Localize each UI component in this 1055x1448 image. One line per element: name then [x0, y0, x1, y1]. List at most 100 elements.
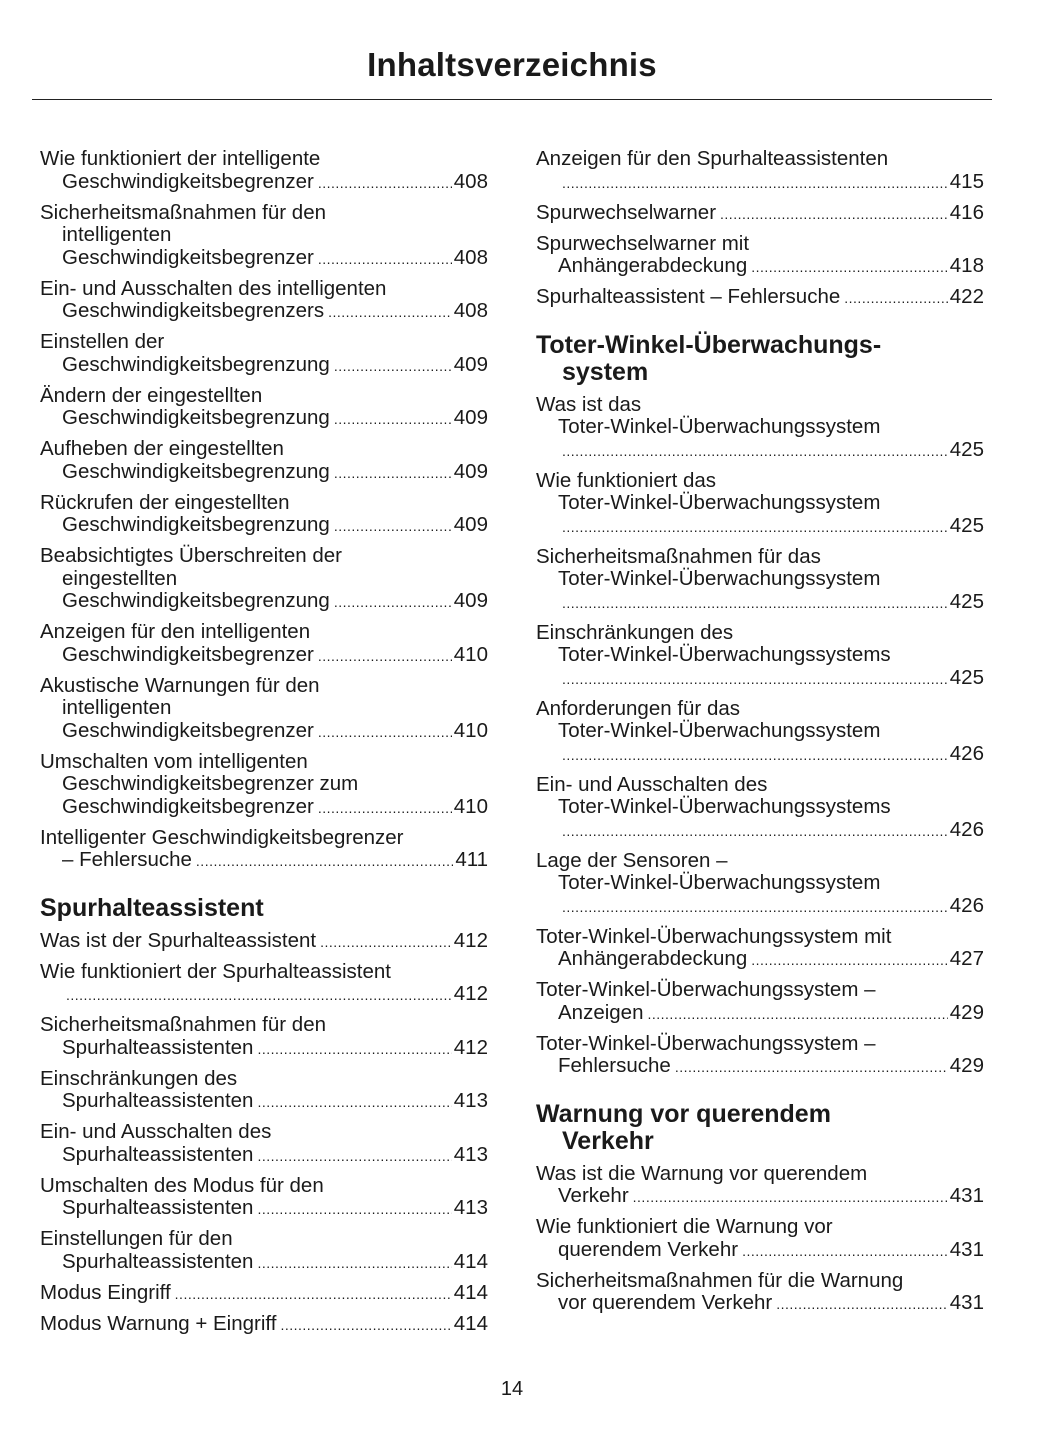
page-ref[interactable]: 425: [949, 589, 984, 613]
toc-entry[interactable]: Sicherheitsmaßnahmen für die Warnung vor …: [536, 1268, 984, 1316]
toc-entry[interactable]: Einschränkungen des Toter-Winkel-Überwach…: [536, 620, 984, 691]
toc-entry[interactable]: Akustische Warnungen für den intelligente…: [40, 674, 488, 744]
toc-entry[interactable]: Wie funktioniert die Warnung vor querende…: [536, 1215, 984, 1262]
toc-entry[interactable]: Wie funktioniert das Toter-Winkel-Überwac…: [536, 469, 984, 539]
toc-entry[interactable]: Einschränkungen des Spurhalteassistenten.…: [40, 1066, 488, 1114]
page-ref[interactable]: 410: [453, 794, 488, 818]
toc-entry[interactable]: Ein- und Ausschalten des Spurhalteassiste…: [40, 1120, 488, 1167]
dot-leader: ........................................…: [562, 746, 948, 763]
toc-entry[interactable]: Wie funktioniert der Spurhalteassistent.…: [40, 960, 488, 1007]
toc-entry[interactable]: Beabsichtigtes Überschreiten der eingeste…: [40, 544, 488, 614]
toc-entry[interactable]: Anzeigen für den intelligenten Geschwindi…: [40, 620, 488, 667]
page-ref[interactable]: 412: [453, 1035, 488, 1059]
toc-entry[interactable]: Umschalten des Modus für den Spurhalteass…: [40, 1174, 488, 1221]
toc-entry[interactable]: Einstellungen für den Spurhalteassistente…: [40, 1227, 488, 1274]
page-ref[interactable]: 425: [949, 513, 984, 537]
page-ref[interactable]: 414: [453, 1249, 488, 1273]
page-ref[interactable]: 409: [453, 406, 488, 429]
toc-entry[interactable]: Modus Warnung + Eingriff................…: [40, 1311, 488, 1337]
toc-entry[interactable]: Was ist der Spurhalteassistent..........…: [40, 928, 488, 954]
entry-line: Spurhalteassistenten....................…: [40, 1089, 488, 1114]
entry-line: Einschränkungen des: [40, 1066, 238, 1090]
toc-entry[interactable]: Umschalten vom intelligenten Geschwindigk…: [40, 750, 488, 820]
entry-line: Spurhalteassistent: [40, 893, 264, 922]
page-ref[interactable]: 416: [949, 200, 984, 224]
toc-entry[interactable]: Rückrufen der eingestellten Geschwindigke…: [40, 491, 488, 538]
toc-entry[interactable]: Wie funktioniert der intelligente Geschwi…: [40, 147, 488, 194]
page-ref[interactable]: 413: [453, 1196, 488, 1219]
page-ref[interactable]: 429: [949, 1054, 984, 1077]
entry-line: Sicherheitsmaßnahmen für die Warnung: [536, 1268, 904, 1292]
dot-leader: ........................................…: [647, 1005, 947, 1022]
entry-line: vor querendem Verkehr...................…: [536, 1291, 984, 1316]
page-ref[interactable]: 408: [453, 299, 488, 322]
entry-line: Sicherheitsmaßnahmen für den: [40, 200, 327, 224]
toc-entry[interactable]: Was ist die Warnung vor querendem Verkehr…: [536, 1162, 984, 1209]
toc-entry[interactable]: Spurwechselwarner.......................…: [536, 200, 984, 226]
dot-leader: ........................................…: [195, 853, 453, 869]
page-ref[interactable]: 425: [949, 437, 984, 461]
toc-entry[interactable]: Toter-Winkel-Überwachungssystem – Fehlers…: [536, 1032, 984, 1079]
page-ref[interactable]: 410: [453, 718, 488, 742]
toc-entry[interactable]: Aufheben der eingestellten Geschwindigkei…: [40, 437, 488, 484]
toc-entry[interactable]: Anforderungen für das Toter-Winkel-Überwa…: [536, 697, 984, 767]
page-ref[interactable]: 408: [453, 169, 488, 193]
page-ref[interactable]: 431: [949, 1291, 984, 1314]
toc-entry[interactable]: Modus Eingriff..........................…: [40, 1280, 488, 1306]
page-ref[interactable]: 418: [949, 254, 984, 277]
entry-text: Spurhalteassistenten: [62, 1196, 254, 1219]
page-ref[interactable]: 410: [453, 642, 488, 666]
toc-entry[interactable]: Toter-Winkel-Überwachungssystem mit Anhän…: [536, 925, 984, 972]
page-ref[interactable]: 412: [453, 982, 488, 1005]
page-ref[interactable]: 429: [949, 1000, 984, 1024]
page-ref[interactable]: 411: [455, 848, 488, 871]
toc-entry[interactable]: Spurhalteassistent – Fehlersuche........…: [536, 285, 984, 310]
toc-entry[interactable]: Einstellen der Geschwindigkeitsbegrenzung…: [40, 330, 488, 377]
page-ref[interactable]: 409: [453, 589, 488, 612]
page-ref[interactable]: 409: [453, 513, 488, 536]
dot-leader: ........................................…: [333, 518, 452, 534]
toc-entry[interactable]: Toter-Winkel-Überwachungssystem – Anzeige…: [536, 978, 984, 1025]
page-ref[interactable]: 413: [453, 1142, 488, 1166]
toc-entry[interactable]: Lage der Sensoren – Toter-Winkel-Überwach…: [536, 849, 984, 919]
entry-line: ........................................…: [536, 893, 984, 919]
page-ref[interactable]: 426: [949, 741, 984, 765]
page-ref[interactable]: 409: [453, 459, 488, 483]
toc-entry[interactable]: Ein- und Ausschalten des Toter-Winkel-Übe…: [536, 773, 984, 843]
page-ref[interactable]: 415: [949, 169, 984, 193]
toc-right-column: Anzeigen für den Spurhalteassistenten...…: [536, 147, 984, 1323]
page-ref[interactable]: 412: [453, 928, 488, 952]
toc-entry[interactable]: Anzeigen für den Spurhalteassistenten...…: [536, 147, 984, 194]
toc-entry[interactable]: Intelligenter Geschwindigkeitsbegrenzer –…: [40, 826, 488, 873]
entry-line: Einschränkungen des: [536, 620, 734, 644]
page-ref[interactable]: 426: [949, 817, 984, 841]
toc-entry[interactable]: Sicherheitsmaßnahmen für den intelligente…: [40, 200, 488, 271]
toc-entry[interactable]: Ändern der eingestellten Geschwindigkeits…: [40, 384, 488, 431]
toc-entry[interactable]: Sicherheitsmaßnahmen für das Toter-Winkel…: [536, 545, 984, 615]
toc-entry[interactable]: Was ist das Toter-Winkel-Überwachungssyst…: [536, 393, 984, 463]
page-ref[interactable]: 414: [453, 1280, 488, 1304]
toc-entry[interactable]: Ein- und Ausschalten des intelligenten Ge…: [40, 277, 488, 324]
page-ref[interactable]: 422: [949, 285, 984, 308]
page-ref[interactable]: 408: [453, 245, 488, 269]
entry-line: Fehlersuche.............................…: [536, 1054, 984, 1079]
toc-entry[interactable]: Sicherheitsmaßnahmen für den Spurhalteass…: [40, 1013, 488, 1060]
entry-text: Geschwindigkeitsbegrenzung: [62, 352, 330, 376]
page-ref[interactable]: 425: [949, 665, 984, 689]
entry-line: intelligenten: [62, 223, 172, 246]
entry-text: Modus Warnung + Eingriff: [40, 1311, 277, 1335]
page-ref[interactable]: 427: [949, 947, 984, 970]
page-ref[interactable]: 414: [453, 1311, 488, 1335]
dot-leader: ........................................…: [317, 723, 452, 740]
page-ref[interactable]: 413: [453, 1089, 488, 1112]
toc-entry[interactable]: Spurwechselwarner mit Anhängerabdeckung..…: [536, 232, 984, 279]
dot-leader: ........................................…: [751, 952, 948, 968]
page-ref[interactable]: 431: [949, 1184, 984, 1207]
dot-leader: ........................................…: [257, 1094, 451, 1110]
dot-leader: ........................................…: [333, 464, 452, 481]
dot-leader: ........................................…: [317, 799, 452, 816]
entry-line: Modus Warnung + Eingriff................…: [40, 1311, 488, 1337]
page-ref[interactable]: 409: [453, 352, 488, 376]
page-ref[interactable]: 431: [949, 1237, 984, 1261]
page-ref[interactable]: 426: [949, 893, 984, 917]
